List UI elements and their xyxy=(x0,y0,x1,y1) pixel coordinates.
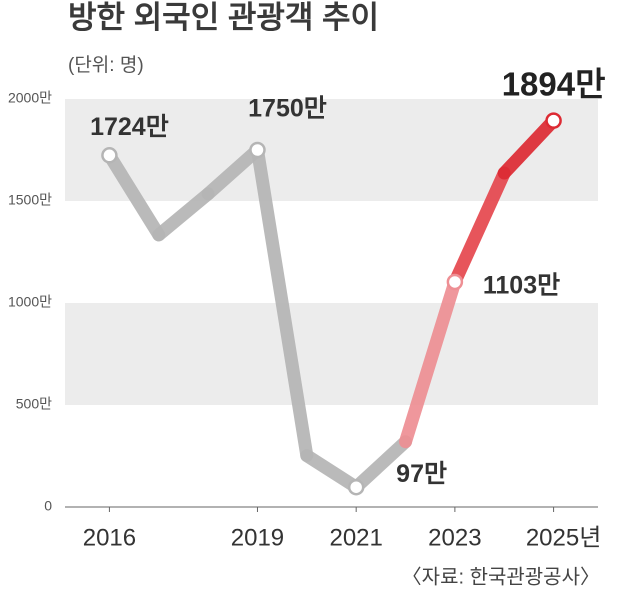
line-segment xyxy=(399,275,462,449)
band xyxy=(65,99,598,201)
line-segment xyxy=(300,449,363,494)
point xyxy=(101,147,118,164)
value-label: 1750만 xyxy=(248,95,327,123)
line-segment xyxy=(349,435,413,494)
line-segment xyxy=(497,114,561,180)
line-segment xyxy=(250,143,314,463)
x-tick-label: 2019 xyxy=(231,524,284,551)
point xyxy=(545,112,562,129)
value-label: 97만 xyxy=(396,460,447,488)
x-tick-label: 2021 xyxy=(329,524,382,551)
line-segment xyxy=(201,143,264,201)
value-label: 1103만 xyxy=(483,272,560,300)
band xyxy=(65,303,598,405)
line-segment xyxy=(102,148,166,242)
source: 〈자료: 한국관광공사〉 xyxy=(402,565,600,588)
value-label: 1894만 xyxy=(502,65,606,102)
point xyxy=(347,478,365,496)
x-tick-label: 2016 xyxy=(83,524,136,551)
x-tick-label: 2023 xyxy=(428,524,481,551)
y-tick-label: 2000만 xyxy=(8,90,52,106)
point xyxy=(446,273,464,291)
value-label: 1724만 xyxy=(90,113,169,141)
y-tick-label: 1500만 xyxy=(8,192,52,208)
y-tick-label: 0 xyxy=(44,498,52,514)
y-tick-label: 500만 xyxy=(16,396,52,412)
y-tick-label: 1000만 xyxy=(8,294,52,310)
line-segment xyxy=(152,187,215,242)
x-tick-label: 2025년 xyxy=(526,524,601,551)
chart-subtitle: (단위: 명) xyxy=(68,54,144,76)
line-segment xyxy=(448,166,511,289)
chart-title: 방한 외국인 관광객 추이 xyxy=(68,0,379,35)
point xyxy=(249,141,266,159)
